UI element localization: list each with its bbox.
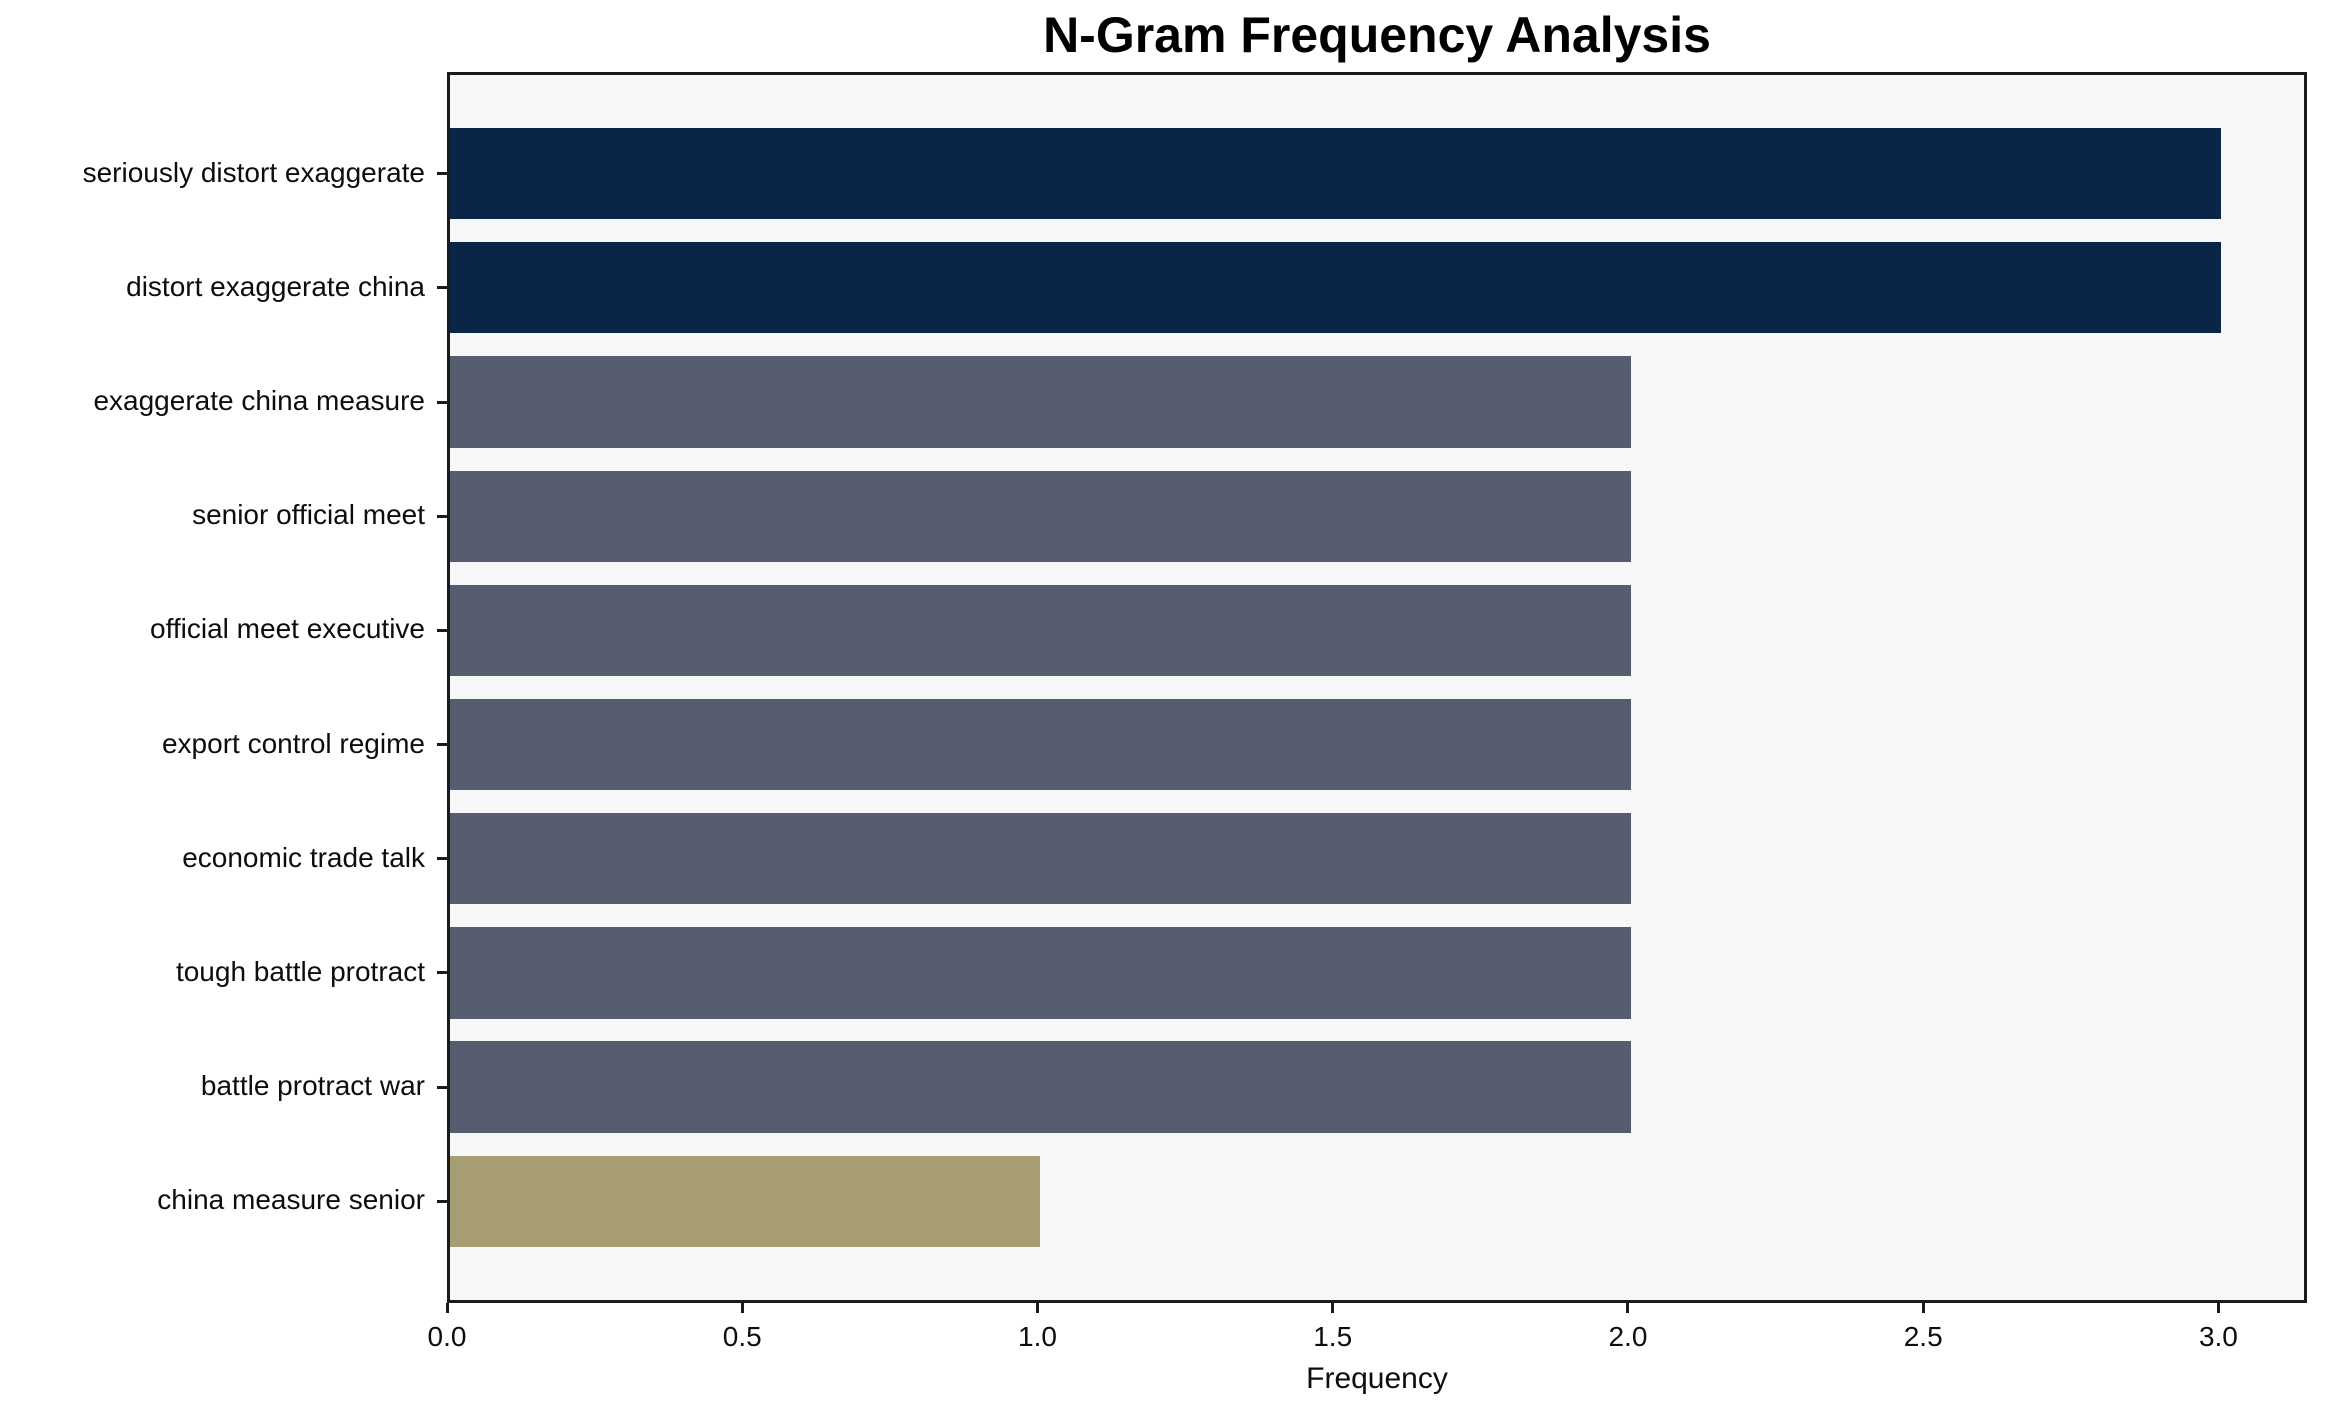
x-tick-mark <box>1626 1303 1630 1313</box>
x-axis-label: Frequency <box>1306 1362 1448 1395</box>
y-tick-mark <box>437 1085 447 1089</box>
y-tick-mark <box>437 286 447 290</box>
x-tick-label: 1.0 <box>1018 1321 1057 1352</box>
bar-distort-exaggerate-china <box>450 242 2222 334</box>
x-tick-mark <box>1921 1303 1925 1313</box>
y-tick-label: tough battle protract <box>175 955 425 987</box>
bar-china-measure-senior <box>450 1155 1041 1248</box>
y-tick-label: battle protract war <box>200 1070 425 1102</box>
y-tick-label: official meet executive <box>150 613 425 645</box>
y-tick-mark <box>437 514 447 518</box>
y-tick-mark <box>437 743 447 747</box>
x-tick-mark <box>740 1303 744 1313</box>
y-tick-mark <box>437 1199 447 1203</box>
y-tick-mark <box>437 172 447 176</box>
x-tick-mark <box>1035 1303 1039 1313</box>
y-tick-label: seriously distort exaggerate <box>82 156 425 188</box>
y-tick-label: senior official meet <box>192 499 425 531</box>
bar-exaggerate-china-measure <box>450 356 1631 448</box>
y-tick-label: exaggerate china measure <box>93 385 425 417</box>
y-tick-label: china measure senior <box>157 1184 425 1216</box>
bar-seriously-distort-exaggerate <box>450 127 2222 220</box>
bar-economic-trade-talk <box>450 813 1631 905</box>
x-tick-label: 0.5 <box>722 1321 762 1352</box>
y-tick-mark <box>437 971 447 975</box>
bar-tough-battle-protract <box>450 927 1631 1019</box>
x-tick-mark <box>1331 1303 1335 1313</box>
y-tick-mark <box>437 400 447 404</box>
bar-battle-protract-war <box>450 1041 1631 1133</box>
bar-export-control-regime <box>450 698 1631 791</box>
bar-senior-official-meet <box>450 470 1631 562</box>
bar-official-meet-executive <box>450 584 1631 677</box>
x-tick-label: 0.0 <box>427 1321 467 1352</box>
x-tick-label: 2.0 <box>1608 1321 1648 1352</box>
x-tick-mark <box>2216 1303 2220 1313</box>
y-tick-label: distort exaggerate china <box>126 270 425 302</box>
chart-title: N-Gram Frequency Analysis <box>1043 7 1711 63</box>
x-tick-label: 2.5 <box>1903 1321 1943 1352</box>
plot-area <box>447 72 2307 1303</box>
x-tick-label: 1.5 <box>1313 1321 1353 1352</box>
x-tick-mark <box>445 1303 449 1313</box>
x-tick-label: 3.0 <box>2198 1321 2238 1352</box>
y-tick-label: economic trade talk <box>182 841 425 873</box>
y-tick-mark <box>437 857 447 861</box>
y-tick-mark <box>437 628 447 632</box>
y-tick-label: export control regime <box>161 727 425 759</box>
